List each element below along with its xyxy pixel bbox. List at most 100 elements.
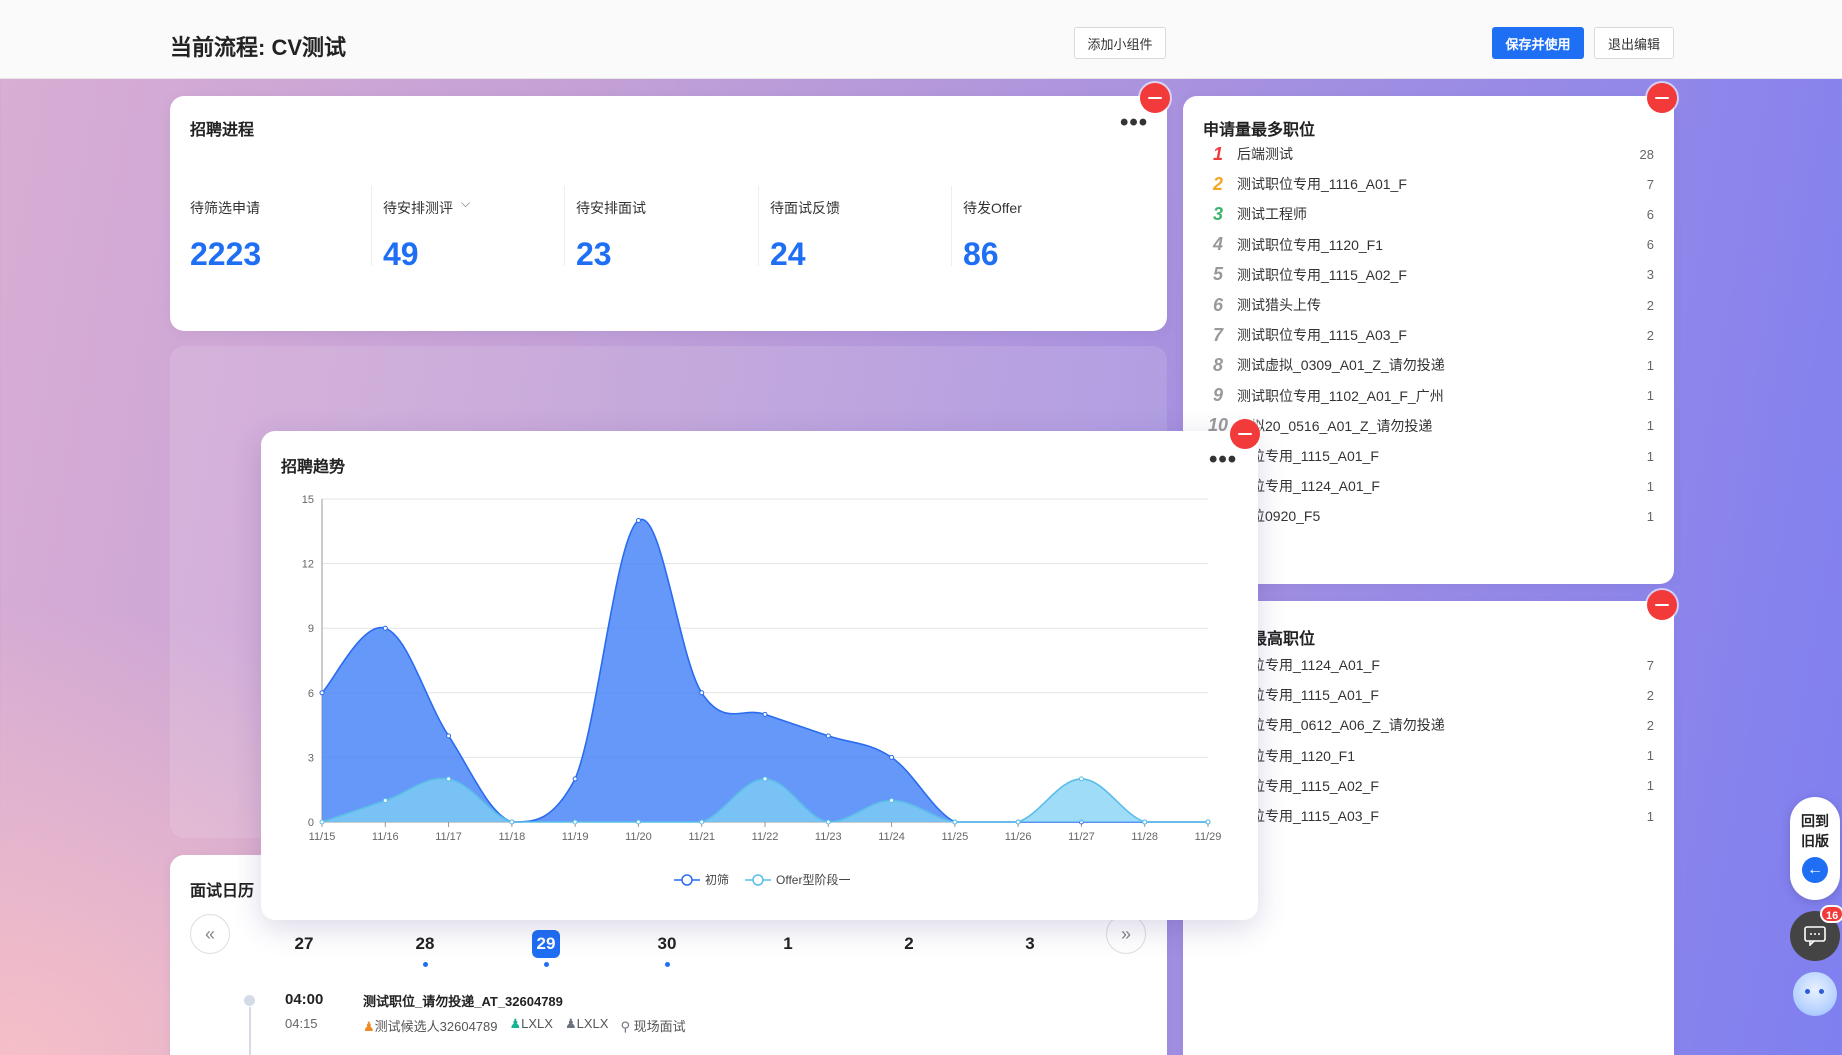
x-tick-label: 11/23 bbox=[815, 831, 842, 843]
exit-edit-button[interactable]: 退出编辑 bbox=[1594, 27, 1674, 59]
data-point bbox=[509, 819, 515, 825]
calendar-day-number: 2 bbox=[904, 934, 914, 953]
remove-progress-widget-button[interactable] bbox=[1140, 83, 1170, 113]
calendar-prev-button[interactable]: « bbox=[190, 914, 230, 954]
stat-divider bbox=[564, 186, 565, 266]
calendar-day[interactable]: 1 bbox=[748, 930, 828, 958]
trend-card[interactable]: 招聘趋势 ••• 0 3 6 9 12 15 11/15 11/16 11/17 11/18 11/… bbox=[261, 431, 1258, 920]
calendar-day-number: 29 bbox=[532, 930, 560, 958]
location-text: 现场面试 bbox=[633, 1019, 686, 1034]
progress-more-button[interactable]: ••• bbox=[1120, 109, 1149, 136]
top-apply-card: 申请量最多职位 1 后端测试 28 2 测试职位专用_1116_A01_F 7 3 测试工程师… bbox=[1183, 96, 1674, 584]
remove-top-apply-widget-button[interactable] bbox=[1647, 83, 1677, 113]
rank-number: 7 bbox=[1212, 324, 1223, 345]
rank-row[interactable]: 职位专用_0612_A06_Z_请勿投递 2 bbox=[1203, 711, 1654, 739]
calendar-day[interactable]: 30 bbox=[627, 930, 707, 967]
remove-top-second-widget-button[interactable] bbox=[1647, 590, 1677, 620]
rank-count: 28 bbox=[1639, 146, 1654, 162]
top-bar: 当前流程: CV测试 添加小组件 保存并使用 退出编辑 bbox=[0, 0, 1842, 79]
save-and-use-button[interactable]: 保存并使用 bbox=[1492, 27, 1584, 59]
x-tick-label: 11/22 bbox=[752, 831, 779, 843]
rank-row[interactable]: 8 测试虚拟_0309_A01_Z_请勿投递 1 bbox=[1203, 351, 1654, 379]
rank-row[interactable]: 10 虚拟20_0516_A01_Z_请勿投递 1 bbox=[1203, 412, 1654, 440]
stat-divider bbox=[951, 186, 952, 266]
stat-label: 待面试反馈 bbox=[770, 200, 840, 216]
calendar-day-number: 3 bbox=[1025, 934, 1035, 953]
stat-value: 2223 bbox=[190, 236, 262, 272]
rank-row[interactable]: 9 测试职位专用_1102_A01_F_广州 1 bbox=[1203, 382, 1654, 410]
calendar-day-number: 27 bbox=[294, 934, 314, 953]
arrow-left-icon: ← bbox=[1802, 857, 1828, 883]
rank-count: 7 bbox=[1646, 176, 1654, 192]
event-title[interactable]: 测试职位_请勿投递_AT_32604789 bbox=[363, 994, 563, 1009]
rank-position-name: 测试工程师 bbox=[1237, 206, 1307, 223]
rank-number: 2 bbox=[1212, 173, 1223, 194]
event-candidate: ♟测试候选人32604789 bbox=[363, 1016, 498, 1035]
rank-row[interactable]: 5 测试职位专用_1115_A02_F 3 bbox=[1203, 261, 1654, 289]
rank-row[interactable]: 4 测试职位专用_1120_F1 6 bbox=[1203, 231, 1654, 259]
rank-row[interactable]: 1 后端测试 28 bbox=[1203, 140, 1654, 168]
timeline-dot bbox=[244, 995, 255, 1006]
x-tick-label: 11/15 bbox=[309, 831, 336, 843]
calendar-day[interactable]: 29 bbox=[506, 930, 586, 967]
trend-title: 招聘趋势 bbox=[281, 459, 346, 476]
calendar-day[interactable]: 27 bbox=[264, 930, 344, 958]
stat-label: 待安排面试 bbox=[576, 200, 646, 216]
event-interviewer-2: ♟LXLX bbox=[565, 1016, 608, 1035]
event-end-time: 04:15 bbox=[285, 1016, 318, 1031]
y-tick-label: 15 bbox=[302, 494, 314, 506]
rank-position-name: 测试职位专用_1116_A01_F bbox=[1237, 176, 1407, 193]
chat-icon bbox=[1804, 926, 1826, 946]
rank-position-name: 职位专用_1115_A01_F bbox=[1237, 687, 1379, 704]
rank-number: 5 bbox=[1212, 264, 1223, 285]
data-point bbox=[889, 797, 895, 803]
rank-row[interactable]: 职位专用_1115_A01_F 1 bbox=[1203, 442, 1654, 470]
rank-count: 1 bbox=[1646, 808, 1654, 824]
rank-row[interactable]: 职位专用_1124_A01_F 1 bbox=[1203, 472, 1654, 500]
x-tick-label: 11/26 bbox=[1005, 831, 1032, 843]
rank-count: 1 bbox=[1646, 748, 1654, 764]
rank-row[interactable]: 职位专用_1115_A01_F 2 bbox=[1203, 681, 1654, 709]
rank-row[interactable]: 7 测试职位专用_1115_A03_F 2 bbox=[1203, 321, 1654, 349]
chevron-down-icon[interactable]: ⌵ bbox=[461, 196, 471, 210]
rank-row[interactable]: 6 测试猎头上传 2 bbox=[1203, 291, 1654, 319]
rank-row[interactable]: 职位专用_1120_F1 1 bbox=[1203, 742, 1654, 770]
data-point bbox=[889, 754, 895, 760]
calendar-day[interactable]: 2 bbox=[869, 930, 949, 958]
calendar-event-dot bbox=[422, 962, 428, 967]
rank-count: 1 bbox=[1646, 448, 1654, 464]
rank-row[interactable]: 职位0920_F5 1 bbox=[1203, 502, 1654, 530]
data-point bbox=[446, 733, 452, 739]
rank-position-name: 测试职位专用_1115_A02_F bbox=[1237, 266, 1407, 283]
data-point bbox=[1205, 819, 1211, 825]
rank-number: 10 bbox=[1207, 415, 1229, 436]
stat-label: 待发Offer bbox=[963, 200, 1022, 216]
rank-row[interactable]: 3 测试工程师 6 bbox=[1203, 200, 1654, 228]
rank-position-name: 测试虚拟_0309_A01_Z_请勿投递 bbox=[1237, 357, 1445, 374]
rank-count: 2 bbox=[1646, 717, 1654, 733]
data-point bbox=[319, 690, 325, 696]
rank-position-name: 职位专用_1115_A01_F bbox=[1237, 448, 1379, 464]
rank-row[interactable]: 职位专用_1115_A02_F 1 bbox=[1203, 772, 1654, 800]
rank-row[interactable]: 职位专用_1124_A01_F 7 bbox=[1203, 651, 1654, 679]
series-area bbox=[322, 778, 1208, 822]
event-start-time: 04:00 bbox=[285, 991, 324, 1008]
rank-row[interactable]: 职位专用_1115_A03_F 1 bbox=[1203, 802, 1654, 830]
rank-position-name: 职位专用_1115_A02_F bbox=[1237, 777, 1379, 794]
stat-value: 49 bbox=[383, 236, 419, 272]
calendar-day-number: 1 bbox=[783, 934, 793, 953]
x-tick-label: 11/19 bbox=[562, 831, 589, 843]
y-tick-label: 6 bbox=[308, 688, 314, 700]
back-to-old-version[interactable]: 回到旧版 ← bbox=[1790, 797, 1840, 900]
rank-position-name: 测试职位专用_1115_A03_F bbox=[1237, 327, 1407, 344]
chat-badge: 16 bbox=[1820, 905, 1842, 923]
remove-trend-widget-button[interactable] bbox=[1230, 419, 1260, 449]
add-widget-button[interactable]: 添加小组件 bbox=[1074, 27, 1166, 59]
data-point bbox=[762, 711, 768, 717]
rank-row[interactable]: 2 测试职位专用_1116_A01_F 7 bbox=[1203, 170, 1654, 198]
calendar-day[interactable]: 3 bbox=[990, 930, 1070, 958]
rank-number: 4 bbox=[1212, 234, 1223, 255]
progress-title: 招聘进程 bbox=[190, 122, 255, 139]
assistant-bot-icon[interactable] bbox=[1793, 972, 1837, 1016]
calendar-day[interactable]: 28 bbox=[385, 930, 465, 967]
